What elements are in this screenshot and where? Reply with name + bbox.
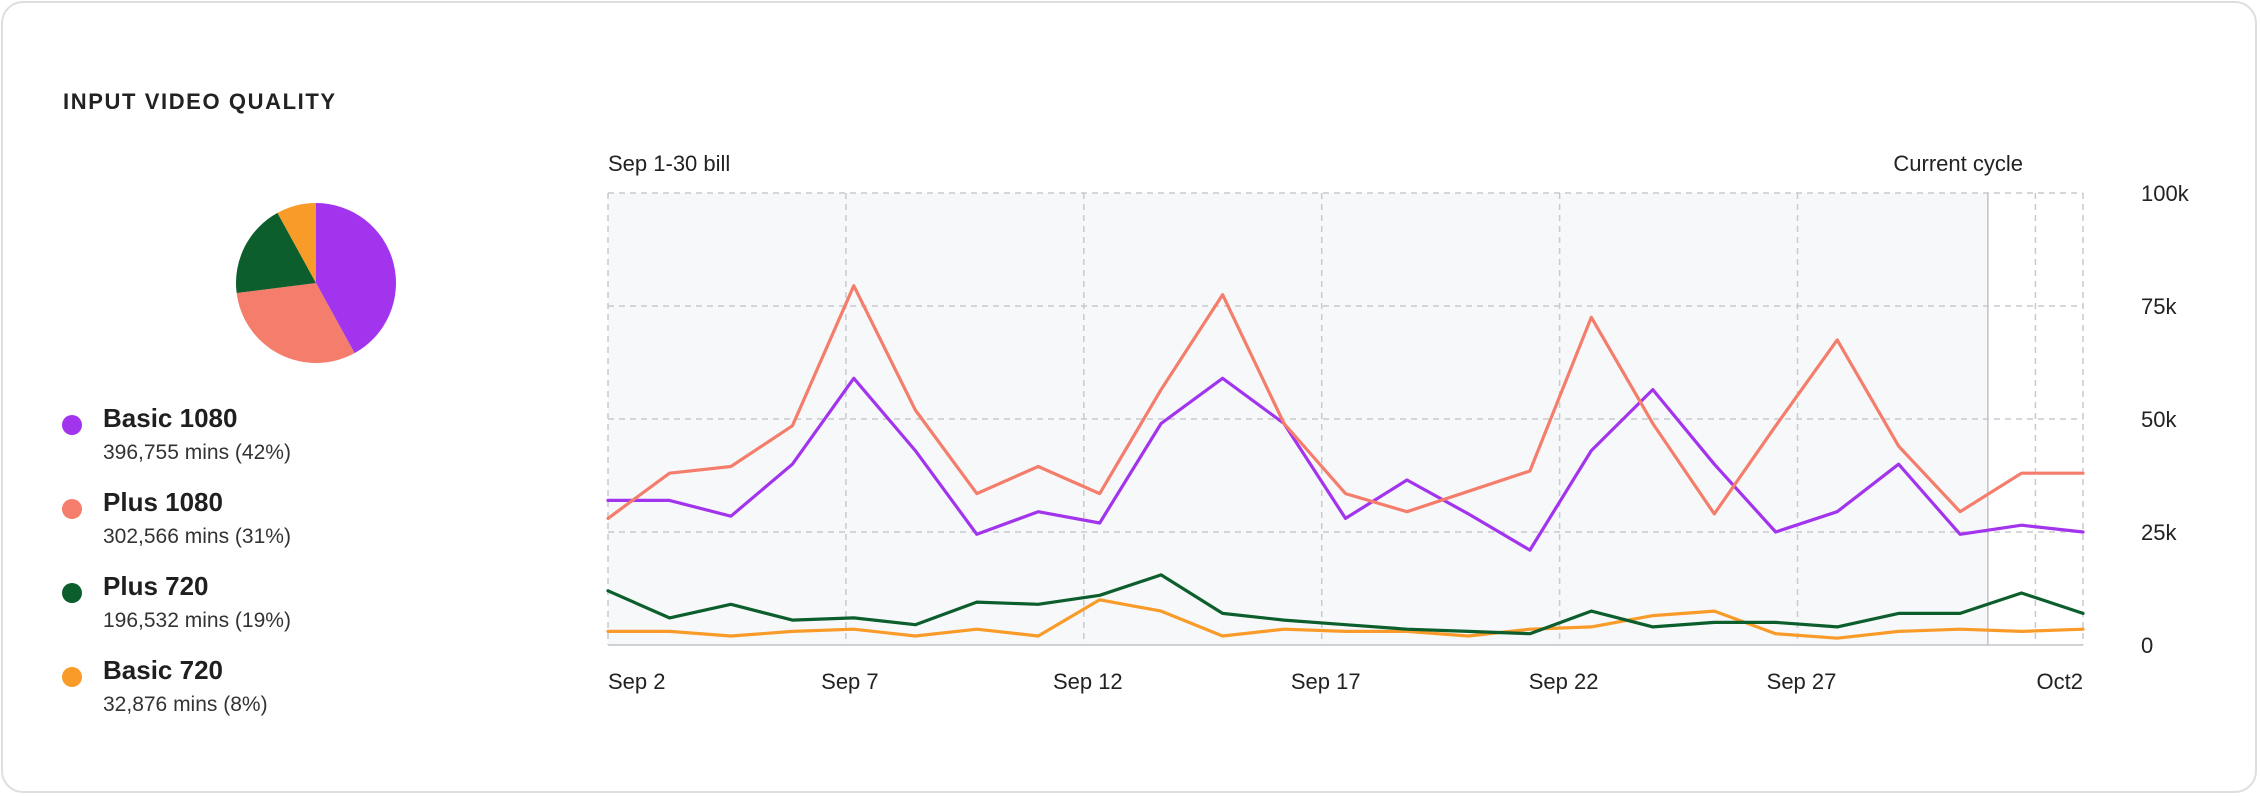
y-tick-label: 75k	[2141, 294, 2177, 319]
legend-value: 196,532 mins (19%)	[103, 609, 291, 632]
legend-name: Basic 1080	[103, 403, 238, 433]
pie-slice-plus-720[interactable]	[236, 212, 316, 294]
legend-value: 32,876 mins (8%)	[103, 693, 268, 716]
legend-name: Plus 720	[103, 571, 209, 601]
legend-value: 302,566 mins (31%)	[103, 525, 291, 548]
pie-chart	[236, 203, 397, 363]
y-tick-label: 0	[2141, 633, 2153, 658]
plot-area	[607, 192, 2084, 646]
legend-name: Basic 720	[103, 655, 223, 685]
x-tick-label: Oct2	[2037, 669, 2083, 694]
current-cycle-label: Current cycle	[1893, 151, 2023, 176]
y-tick-label: 50k	[2141, 407, 2177, 432]
x-tick-label: Sep 2	[608, 669, 666, 694]
pie-slice-plus-1080[interactable]	[236, 283, 355, 363]
series-line-basic-1080[interactable]	[606, 376, 2085, 552]
x-tick-label: Sep 17	[1291, 669, 1361, 694]
y-tick-label: 100k	[2141, 181, 2190, 206]
basic-720-dot-icon	[62, 667, 82, 687]
legend-name: Plus 1080	[103, 487, 223, 517]
plus-1080-dot-icon	[62, 499, 82, 519]
card-title: INPUT VIDEO QUALITY	[63, 89, 337, 114]
line-chart: Sep 1-30 bill Current cycle 0 25k 50k 75k 10…	[606, 151, 2190, 694]
pie-slice-basic-720[interactable]	[277, 203, 316, 283]
legend-value: 396,755 mins (42%)	[103, 441, 291, 464]
series-line-basic-720[interactable]	[606, 598, 2085, 640]
plus-720-dot-icon	[62, 583, 82, 603]
x-tick-label: Sep 12	[1053, 669, 1123, 694]
series-line-plus-720[interactable]	[606, 573, 2085, 636]
x-tick-label: Sep 22	[1529, 669, 1599, 694]
bill-period-label: Sep 1-30 bill	[608, 151, 730, 176]
x-tick-label: Sep 7	[821, 669, 879, 694]
series-line-plus-1080[interactable]	[606, 284, 2085, 520]
pie-slice-basic-1080[interactable]	[316, 203, 397, 354]
y-tick-label: 25k	[2141, 520, 2177, 545]
x-tick-label: Sep 27	[1767, 669, 1837, 694]
basic-1080-dot-icon	[62, 415, 82, 435]
